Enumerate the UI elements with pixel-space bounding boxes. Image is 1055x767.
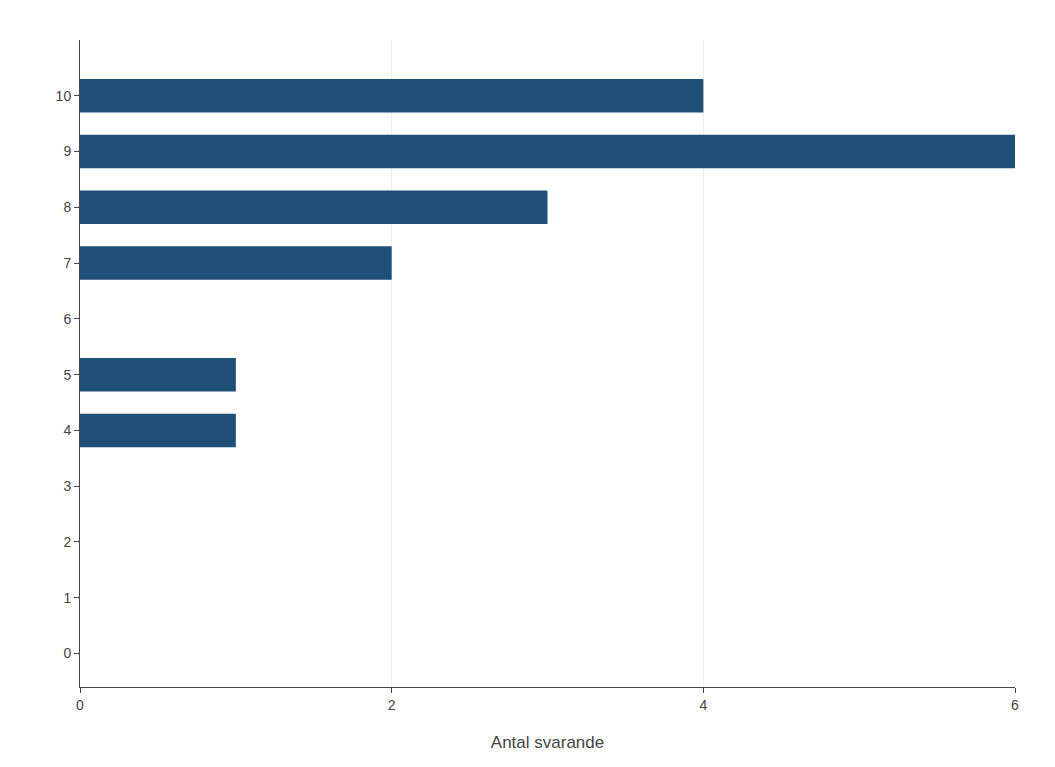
svg-text:1: 1 bbox=[63, 590, 71, 606]
svg-text:0: 0 bbox=[76, 697, 84, 713]
svg-text:4: 4 bbox=[699, 697, 707, 713]
svg-text:8: 8 bbox=[63, 199, 71, 215]
svg-text:2: 2 bbox=[388, 697, 396, 713]
svg-text:7: 7 bbox=[63, 255, 71, 271]
svg-text:6: 6 bbox=[63, 311, 71, 327]
svg-text:2: 2 bbox=[63, 534, 71, 550]
svg-text:0: 0 bbox=[63, 645, 71, 661]
svg-text:4: 4 bbox=[63, 422, 71, 438]
svg-text:5: 5 bbox=[63, 367, 71, 383]
svg-text:3: 3 bbox=[63, 478, 71, 494]
svg-text:6: 6 bbox=[1011, 697, 1019, 713]
svg-text:10: 10 bbox=[56, 88, 72, 104]
svg-text:9: 9 bbox=[63, 143, 71, 159]
svg-text:Antal svarande: Antal svarande bbox=[491, 733, 604, 752]
